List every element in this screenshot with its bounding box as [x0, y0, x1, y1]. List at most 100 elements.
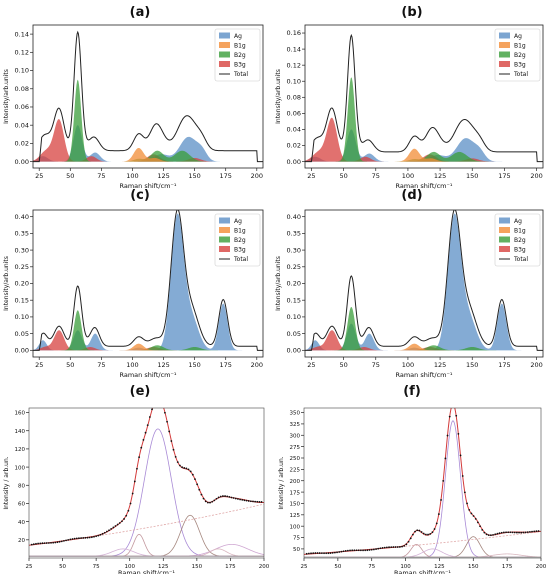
- legend-label: Total: [233, 256, 248, 263]
- data-point: [390, 546, 393, 548]
- data-point: [60, 540, 63, 543]
- data-point: [440, 499, 442, 501]
- data-point: [394, 546, 397, 548]
- area-series-b2g: [33, 310, 263, 351]
- data-point: [375, 548, 377, 550]
- data-point: [305, 552, 308, 555]
- x-axis-label: Raman shift/cm⁻¹: [119, 371, 176, 379]
- y-tick-label: 0.25: [287, 263, 301, 271]
- data-point: [407, 540, 410, 543]
- legend-label: Ag: [234, 218, 242, 225]
- data-point: [63, 539, 65, 542]
- plot-area: [33, 210, 263, 351]
- data-point: [43, 542, 46, 545]
- y-tick-label: 350: [290, 411, 301, 417]
- y-tick-label: 100: [15, 465, 26, 471]
- x-tick-label: 50: [339, 172, 347, 180]
- data-point: [234, 497, 237, 500]
- x-tick-label: 50: [59, 564, 66, 570]
- data-point: [479, 525, 481, 528]
- legend-label: B1g: [514, 43, 526, 50]
- y-tick-label: 0.14: [15, 30, 29, 38]
- data-point: [459, 454, 462, 457]
- data-point: [67, 538, 70, 541]
- data-point: [364, 549, 367, 552]
- data-point: [30, 543, 33, 546]
- y-tick-label: 225: [290, 468, 301, 474]
- data-point: [146, 424, 149, 426]
- data-point: [492, 533, 494, 536]
- axes-frame: [303, 407, 542, 559]
- data-point: [405, 543, 408, 546]
- data-point: [333, 551, 336, 554]
- x-tick-label: 25: [307, 361, 315, 369]
- data-point: [252, 500, 254, 503]
- y-axis-label: Intensity / arb.un.: [278, 456, 285, 509]
- y-tick-label: 0.15: [287, 296, 301, 304]
- y-tick-label: 0.40: [15, 213, 29, 221]
- data-point: [219, 495, 222, 498]
- x-tick-label: 150: [466, 172, 478, 180]
- component-curve-6: [29, 548, 264, 557]
- data-point: [84, 536, 87, 539]
- data-point: [442, 480, 445, 482]
- total-line: [305, 33, 543, 163]
- x-tick-label: 125: [158, 564, 169, 570]
- area-series-b2g: [305, 77, 543, 162]
- legend-label: Ag: [514, 218, 522, 225]
- data-point: [99, 533, 102, 536]
- data-point: [211, 500, 214, 503]
- y-tick-label: 0.10: [287, 313, 301, 321]
- data-point: [455, 414, 458, 417]
- x-tick-label: 50: [339, 361, 347, 369]
- data-point: [217, 496, 220, 499]
- plot-area: [29, 408, 264, 557]
- x-tick-label: 75: [97, 172, 105, 180]
- legend-swatch-b3g: [499, 246, 510, 252]
- data-point: [90, 536, 93, 539]
- data-point: [398, 546, 401, 548]
- axes-frame: [28, 407, 265, 559]
- x-tick-label: 75: [372, 172, 380, 180]
- x-tick-label: 25: [301, 564, 308, 570]
- data-point: [258, 500, 261, 503]
- data-point: [144, 431, 147, 434]
- data-point: [403, 544, 406, 547]
- legend-swatch-ag: [219, 217, 230, 224]
- data-point: [222, 495, 224, 497]
- data-point: [416, 529, 419, 532]
- legend-label: B2g: [514, 52, 526, 59]
- data-point: [108, 529, 110, 532]
- data-point: [176, 461, 179, 464]
- area-series-b2g: [33, 79, 263, 162]
- y-tick-label: 80: [18, 483, 25, 489]
- data-point: [73, 537, 76, 540]
- y-tick-label: 160: [15, 411, 26, 417]
- y-tick-label: 0.10: [15, 313, 29, 321]
- data-point: [97, 534, 100, 537]
- data-point: [224, 495, 226, 497]
- data-point: [463, 491, 466, 494]
- data-point: [451, 405, 453, 407]
- legend-swatch-b3g: [219, 246, 230, 252]
- data-point: [533, 530, 536, 533]
- y-tick-label: 0.04: [15, 121, 29, 129]
- data-point: [204, 500, 207, 503]
- data-point: [522, 531, 525, 534]
- y-tick-label: 0.25: [15, 263, 29, 271]
- x-tick-label: 125: [434, 172, 446, 180]
- data-point: [82, 537, 85, 539]
- data-point: [537, 530, 540, 532]
- data-point: [472, 515, 475, 517]
- data-point: [344, 549, 347, 552]
- data-point: [316, 552, 319, 554]
- data-point: [418, 529, 421, 532]
- legend-swatch-b2g: [219, 236, 230, 243]
- legend-swatch-ag: [499, 217, 510, 224]
- component-curve-4: [29, 548, 264, 557]
- data-point: [362, 549, 364, 552]
- y-tick-label: 0.35: [287, 230, 301, 238]
- x-tick-label: 200: [536, 564, 547, 570]
- y-tick-label: 75: [293, 536, 300, 542]
- data-point: [56, 541, 59, 544]
